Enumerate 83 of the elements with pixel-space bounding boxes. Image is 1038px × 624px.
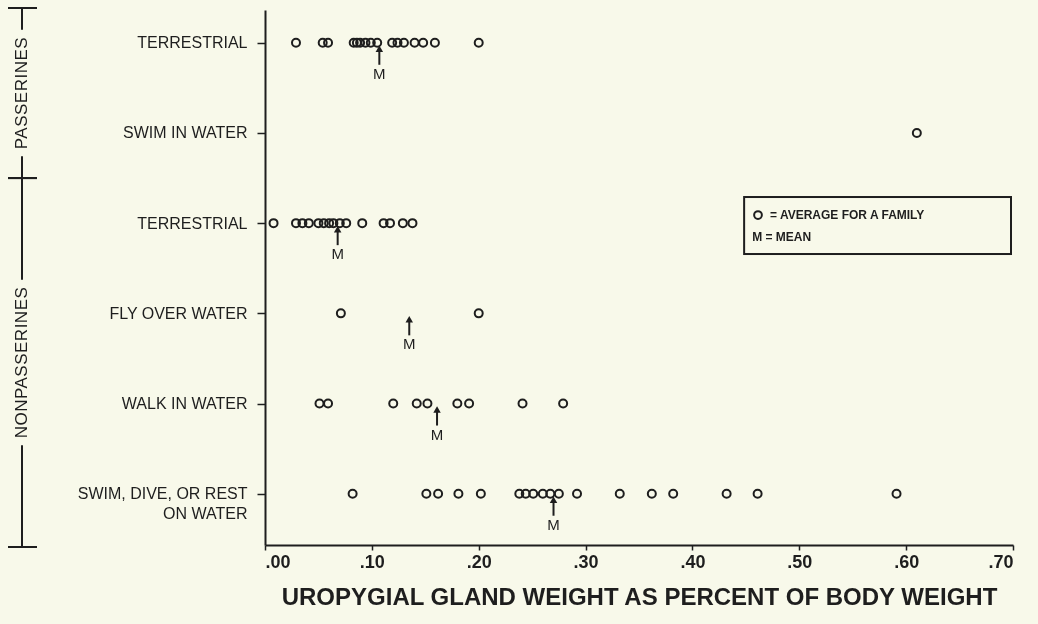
x-tick-label: .00 bbox=[265, 551, 291, 572]
point bbox=[355, 37, 366, 48]
point bbox=[341, 218, 352, 229]
point bbox=[475, 488, 486, 499]
point bbox=[453, 488, 464, 499]
y-tick-label: SWIM IN WATER bbox=[123, 124, 248, 142]
text: NONPASSERINES bbox=[11, 286, 31, 439]
point bbox=[537, 488, 548, 499]
point bbox=[411, 398, 422, 409]
point bbox=[473, 37, 484, 48]
data-label: M bbox=[430, 425, 444, 443]
point bbox=[429, 37, 440, 48]
y-tick-label: FLY OVER WATER bbox=[109, 304, 248, 322]
x-tick-label: .30 bbox=[573, 551, 599, 572]
point bbox=[572, 488, 583, 499]
point bbox=[545, 488, 556, 499]
y-tick-label: WALK IN WATER bbox=[121, 395, 248, 413]
point bbox=[418, 37, 429, 48]
point bbox=[317, 37, 328, 48]
point bbox=[290, 218, 301, 229]
point bbox=[392, 37, 403, 48]
x-tick-label: .40 bbox=[680, 551, 706, 572]
point bbox=[911, 127, 922, 138]
point bbox=[558, 398, 569, 409]
point bbox=[553, 488, 564, 499]
point bbox=[407, 218, 418, 229]
y-tick-label: SWIM, DIVE, OR REST ON WATER bbox=[77, 485, 248, 523]
point bbox=[313, 218, 324, 229]
point bbox=[387, 37, 398, 48]
point bbox=[297, 218, 308, 229]
point bbox=[721, 488, 732, 499]
point bbox=[303, 218, 314, 229]
point bbox=[452, 398, 463, 409]
point bbox=[517, 398, 528, 409]
point bbox=[520, 488, 531, 499]
annotation: M = MEAN bbox=[752, 230, 812, 245]
point bbox=[409, 37, 420, 48]
point bbox=[365, 37, 376, 48]
x-tick-label: .50 bbox=[787, 551, 813, 572]
point bbox=[646, 488, 657, 499]
point bbox=[335, 308, 346, 319]
point bbox=[372, 37, 383, 48]
point bbox=[668, 488, 679, 499]
point bbox=[614, 488, 625, 499]
point bbox=[318, 218, 329, 229]
x-tick-label: .20 bbox=[466, 551, 492, 572]
point bbox=[360, 37, 371, 48]
point bbox=[464, 398, 475, 409]
data-label: M bbox=[331, 245, 344, 263]
point bbox=[314, 398, 325, 409]
point bbox=[323, 37, 334, 48]
point bbox=[347, 488, 358, 499]
y-tick-label: TERRESTRIAL bbox=[137, 214, 248, 232]
point bbox=[385, 218, 396, 229]
point bbox=[433, 488, 444, 499]
legend-label: = AVERAGE FOR A FAMILY bbox=[770, 208, 925, 223]
point bbox=[378, 218, 389, 229]
point bbox=[324, 218, 335, 229]
point bbox=[422, 398, 433, 409]
point bbox=[328, 218, 339, 229]
y-tick-label: TERRESTRIAL bbox=[137, 34, 248, 52]
x-tick-label: .10 bbox=[359, 551, 385, 572]
point bbox=[421, 488, 432, 499]
x-axis-title: UROPYGIAL GLAND WEIGHT AS PERCENT OF BODY WEIGHT bbox=[281, 582, 998, 610]
point bbox=[752, 488, 763, 499]
data-label: M bbox=[373, 64, 386, 82]
data-label: M bbox=[403, 335, 416, 353]
text: PASSERINES bbox=[11, 36, 31, 150]
point bbox=[473, 308, 484, 319]
point bbox=[290, 37, 301, 48]
point bbox=[891, 488, 902, 499]
point bbox=[268, 218, 279, 229]
x-tick-label: .70 bbox=[988, 551, 1014, 572]
x-tick-label: .60 bbox=[894, 551, 920, 572]
point bbox=[388, 398, 399, 409]
point bbox=[398, 37, 409, 48]
point bbox=[514, 488, 525, 499]
point bbox=[397, 218, 408, 229]
point bbox=[323, 398, 334, 409]
data-label: M bbox=[547, 515, 560, 533]
point bbox=[334, 218, 345, 229]
point bbox=[357, 218, 368, 229]
point bbox=[528, 488, 539, 499]
